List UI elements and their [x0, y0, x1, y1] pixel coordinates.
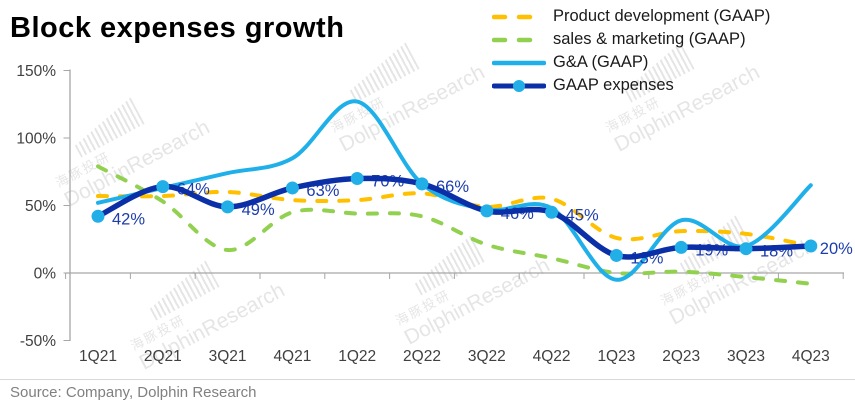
x-axis-label: 1Q23: [597, 348, 635, 365]
data-point-marker: [739, 242, 753, 256]
legend-swatch-dashed-line-icon: [492, 14, 546, 19]
data-label: 42%: [112, 210, 145, 228]
legend: Product development (GAAP) sales & marke…: [492, 5, 770, 97]
x-axis-label: 1Q22: [338, 348, 376, 365]
data-point-marker: [545, 205, 559, 219]
legend-label: sales & marketing (GAAP): [553, 30, 746, 48]
legend-swatch-marker-line-icon: [492, 79, 546, 92]
y-axis-label: -50%: [20, 333, 56, 350]
x-axis-label: 3Q22: [468, 348, 506, 365]
chart-title: Block expenses growth: [10, 12, 345, 44]
data-point-marker: [156, 180, 170, 194]
legend-swatch-solid-line-icon: [492, 60, 546, 65]
data-point-marker: [674, 240, 688, 254]
data-point-marker: [415, 177, 429, 191]
y-axis-label: 150%: [16, 63, 56, 80]
legend-item-ga: G&A (GAAP): [492, 51, 770, 74]
data-point-marker: [480, 204, 494, 218]
data-point-marker: [285, 181, 299, 195]
footer-divider: [0, 379, 855, 380]
data-point-marker: [804, 239, 818, 253]
legend-label: GAAP expenses: [553, 76, 674, 94]
legend-item-gaap-expenses: GAAP expenses: [492, 74, 770, 97]
data-label: 45%: [566, 206, 599, 224]
y-axis-label: 100%: [16, 131, 56, 148]
legend-item-product-development: Product development (GAAP): [492, 5, 770, 28]
data-point-marker: [221, 200, 235, 214]
y-axis-label: 50%: [25, 198, 56, 215]
x-axis-label: 1Q21: [79, 348, 117, 365]
data-point-marker: [609, 248, 623, 262]
x-axis-label: 2Q22: [403, 348, 441, 365]
x-axis-label: 4Q22: [533, 348, 571, 365]
legend-marker-icon: [513, 79, 525, 92]
y-axis-label: 0%: [34, 266, 57, 283]
data-point-marker: [350, 172, 364, 185]
x-axis-label: 4Q21: [273, 348, 311, 365]
legend-item-sales-marketing: sales & marketing (GAAP): [492, 28, 770, 51]
data-point-marker: [91, 209, 105, 223]
source-note: Source: Company, Dolphin Research: [10, 384, 257, 401]
x-axis-label: 3Q23: [727, 348, 765, 365]
legend-label: G&A (GAAP): [553, 53, 649, 71]
data-label: 63%: [306, 182, 339, 200]
legend-label: Product development (GAAP): [553, 7, 771, 25]
x-axis-label: 4Q23: [792, 348, 830, 365]
legend-swatch-dashed-line-icon: [492, 37, 546, 42]
x-axis-label: 2Q21: [144, 348, 182, 365]
data-label: 20%: [820, 240, 853, 258]
x-axis-label: 2Q23: [662, 348, 700, 365]
x-axis-label: 3Q21: [209, 348, 247, 365]
